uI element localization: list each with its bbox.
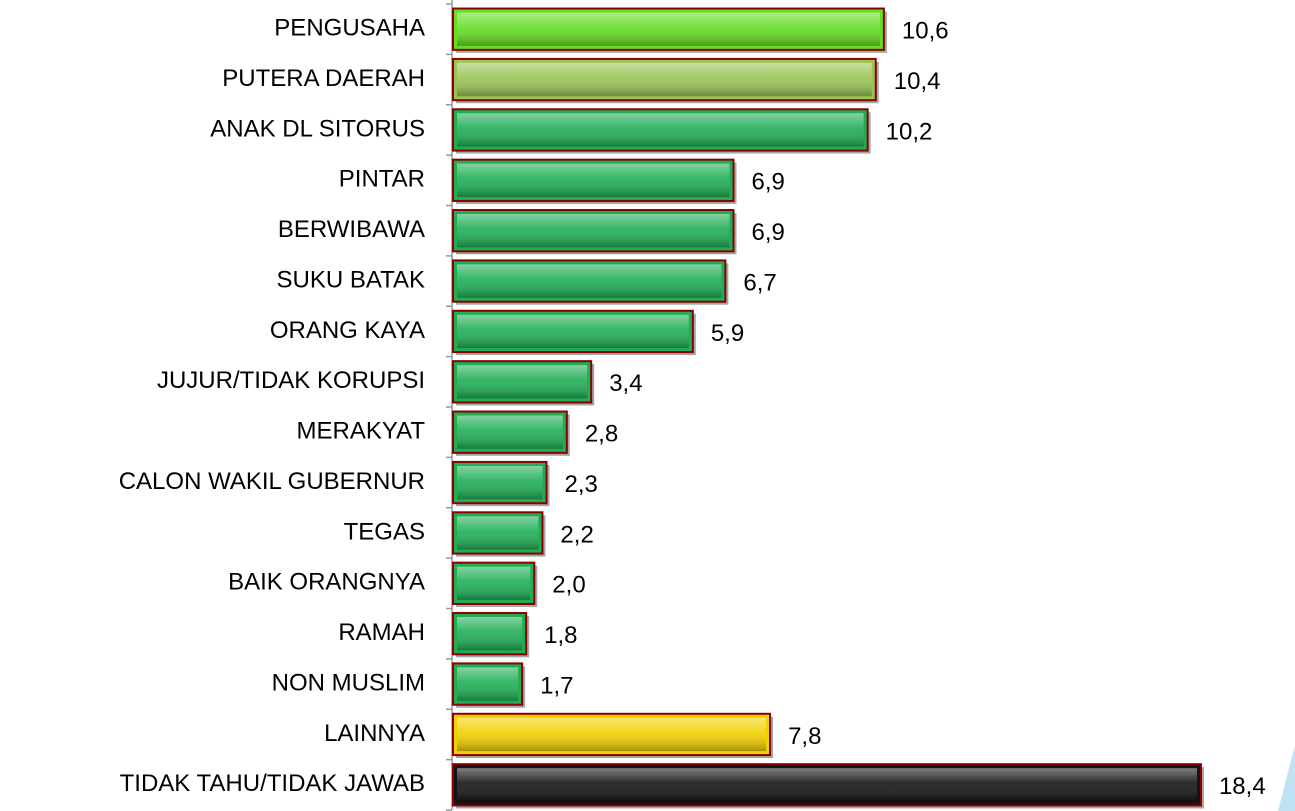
value-label: 1,8 — [544, 622, 577, 649]
bar-gloss — [457, 163, 730, 197]
category-label: MERAKYAT — [297, 418, 426, 445]
decoration — [1278, 745, 1295, 811]
value-label: 2,0 — [552, 572, 585, 599]
bar-gloss — [457, 113, 864, 147]
category-label: BERWIBAWA — [278, 216, 425, 243]
category-label: ANAK DL SITORUS — [210, 115, 425, 142]
bar-gloss — [457, 717, 767, 752]
bar-gloss — [457, 62, 872, 97]
bar-gloss — [457, 465, 543, 500]
category-label: PINTAR — [339, 166, 425, 193]
value-label: 5,9 — [711, 320, 744, 347]
value-label: 10,4 — [894, 68, 941, 95]
bar-gloss — [457, 516, 539, 550]
value-label: 2,3 — [564, 471, 597, 498]
category-label: TEGAS — [344, 518, 425, 545]
bar-gloss — [457, 768, 1197, 802]
bar-gloss — [457, 365, 588, 399]
value-label: 2,2 — [560, 521, 593, 548]
bar-gloss — [457, 566, 531, 600]
value-label: 18,4 — [1219, 773, 1266, 800]
category-label: BAIK ORANGNYA — [228, 569, 425, 596]
value-label: 6,7 — [743, 269, 776, 296]
bar-gloss — [457, 264, 722, 298]
value-label: 3,4 — [609, 370, 642, 397]
bar-gloss — [457, 314, 689, 349]
category-label: CALON WAKIL GUBERNUR — [119, 468, 425, 495]
category-label: PENGUSAHA — [274, 15, 425, 42]
value-label: 7,8 — [788, 723, 821, 750]
bar-gloss — [457, 214, 730, 248]
value-label: 1,7 — [540, 672, 573, 699]
value-label: 6,9 — [751, 219, 784, 246]
value-label: 6,9 — [751, 169, 784, 196]
bar-gloss — [457, 667, 519, 701]
category-label: LAINNYA — [324, 720, 425, 747]
value-label: 10,2 — [886, 118, 933, 145]
category-label: NON MUSLIM — [272, 669, 425, 696]
category-label: RAMAH — [338, 619, 425, 646]
category-label: SUKU BATAK — [277, 266, 425, 293]
category-label: ORANG KAYA — [270, 317, 425, 344]
value-label: 2,8 — [585, 421, 618, 448]
category-label: TIDAK TAHU/TIDAK JAWAB — [120, 770, 425, 797]
bar-gloss — [457, 415, 563, 449]
bar-gloss — [457, 12, 880, 46]
category-label: PUTERA DAERAH — [222, 65, 425, 92]
value-label: 10,6 — [902, 18, 949, 45]
category-label: JUJUR/TIDAK KORUPSI — [157, 367, 425, 394]
bar-gloss — [457, 617, 523, 651]
